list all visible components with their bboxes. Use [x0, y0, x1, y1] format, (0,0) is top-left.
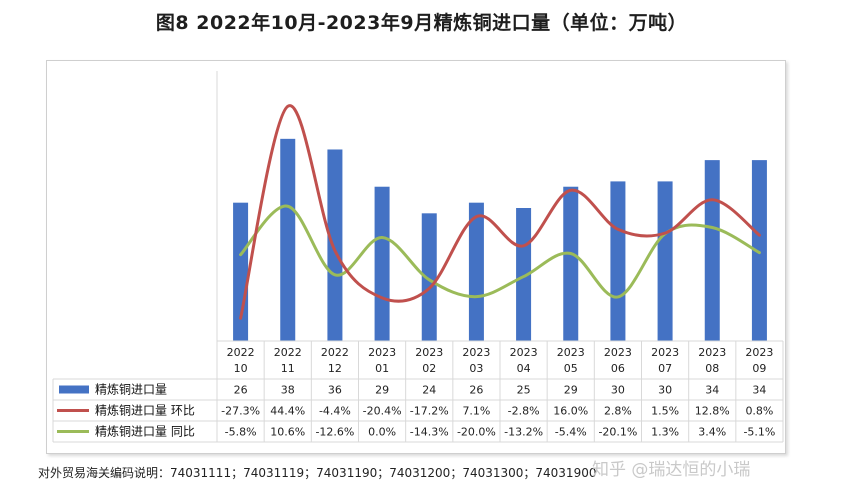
data-table: 2022 10 2022 11 2022 12 2023 01 2023 02 2023 03 2023…	[52, 340, 784, 443]
cell-mom-2: -4.4%	[319, 405, 351, 418]
category-month-8: 06	[611, 362, 625, 375]
cell-mom-6: -2.8%	[508, 405, 540, 418]
category-year-2: 2022	[321, 346, 349, 359]
import-volume-bar-8	[610, 181, 626, 341]
cell-volume-10: 34	[705, 384, 719, 397]
category-month-0: 10	[234, 362, 248, 375]
category-year-0: 2022	[227, 346, 255, 359]
cell-volume-6: 25	[517, 384, 531, 397]
legend-label-mom: 精炼铜进口量 环比	[95, 403, 195, 418]
cell-volume-1: 38	[281, 384, 295, 397]
cell-yoy-10: 3.4%	[698, 426, 726, 439]
category-year-5: 2023	[462, 346, 490, 359]
cell-mom-4: -17.2%	[410, 405, 449, 418]
legend-label-yoy: 精炼铜进口量 同比	[95, 424, 195, 439]
category-year-9: 2023	[651, 346, 679, 359]
mom-line	[239, 104, 761, 320]
legend-label-volume: 精炼铜进口量	[95, 382, 167, 397]
category-year-3: 2023	[368, 346, 396, 359]
cell-yoy-5: -20.0%	[457, 426, 496, 439]
cell-volume-9: 30	[658, 384, 672, 397]
import-volume-bar-1	[280, 138, 296, 341]
cell-yoy-6: -13.2%	[504, 426, 543, 439]
plot-area	[216, 71, 767, 341]
category-month-4: 02	[422, 362, 436, 375]
category-year-11: 2023	[745, 346, 773, 359]
import-volume-bar-0	[233, 202, 249, 341]
import-volume-bar-5	[468, 202, 484, 341]
import-volume-bar-7	[563, 186, 579, 341]
category-year-6: 2023	[510, 346, 538, 359]
cell-mom-7: 16.0%	[553, 405, 588, 418]
category-month-11: 09	[752, 362, 766, 375]
category-year-1: 2022	[274, 346, 302, 359]
category-month-7: 05	[564, 362, 578, 375]
chart-svg: 2022 10 2022 11 2022 12 2023 01 2023 02 2023 03 2023…	[52, 71, 784, 443]
category-month-6: 04	[517, 362, 531, 375]
import-volume-bar-4	[421, 213, 437, 341]
cell-yoy-8: -20.1%	[598, 426, 637, 439]
cell-mom-8: 2.8%	[604, 405, 632, 418]
category-month-2: 12	[328, 362, 342, 375]
category-year-7: 2023	[557, 346, 585, 359]
cell-volume-3: 29	[375, 384, 389, 397]
category-month-5: 03	[469, 362, 483, 375]
hs-code-footnote: 对外贸易海关编码说明：74031111；74031119；74031190；74…	[38, 466, 597, 480]
watermark: 知乎 @瑞达恒的小瑞	[592, 460, 751, 480]
cell-volume-8: 30	[611, 384, 625, 397]
cell-mom-5: 7.1%	[462, 405, 490, 418]
chart-frame: 2022 10 2022 11 2022 12 2023 01 2023 02 2023 03 2023…	[46, 60, 786, 454]
import-volume-bar-11	[751, 160, 767, 341]
legend-swatch-volume	[59, 385, 89, 394]
cell-yoy-2: -12.6%	[315, 426, 354, 439]
cell-yoy-7: -5.4%	[555, 426, 587, 439]
cell-mom-11: 0.8%	[745, 405, 773, 418]
import-volume-bar-6	[516, 208, 532, 341]
category-month-3: 01	[375, 362, 389, 375]
category-month-1: 11	[281, 362, 295, 375]
category-year-4: 2023	[415, 346, 443, 359]
cell-yoy-0: -5.8%	[225, 426, 257, 439]
import-volume-bar-10	[704, 160, 720, 341]
cell-yoy-9: 1.3%	[651, 426, 679, 439]
import-volume-bar-2	[327, 149, 343, 341]
cell-mom-0: -27.3%	[221, 405, 260, 418]
cell-volume-7: 29	[564, 384, 578, 397]
import-volume-bar-9	[657, 181, 673, 341]
cell-mom-3: -20.4%	[363, 405, 402, 418]
category-month-9: 07	[658, 362, 672, 375]
cell-yoy-1: 10.6%	[270, 426, 305, 439]
cell-mom-10: 12.8%	[695, 405, 730, 418]
import-volume-bar-3	[374, 186, 390, 341]
cell-mom-1: 44.4%	[270, 405, 305, 418]
cell-yoy-3: 0.0%	[368, 426, 396, 439]
cell-volume-5: 26	[469, 384, 483, 397]
cell-yoy-4: -14.3%	[410, 426, 449, 439]
cell-volume-11: 34	[752, 384, 766, 397]
category-year-10: 2023	[698, 346, 726, 359]
category-month-10: 08	[705, 362, 719, 375]
cell-volume-4: 24	[422, 384, 436, 397]
cell-volume-0: 26	[234, 384, 248, 397]
cell-yoy-11: -5.1%	[743, 426, 775, 439]
cell-mom-9: 1.5%	[651, 405, 679, 418]
category-year-8: 2023	[604, 346, 632, 359]
cell-volume-2: 36	[328, 384, 342, 397]
chart-title: 图8 2022年10月-2023年9月精炼铜进口量（单位：万吨）	[155, 12, 688, 34]
